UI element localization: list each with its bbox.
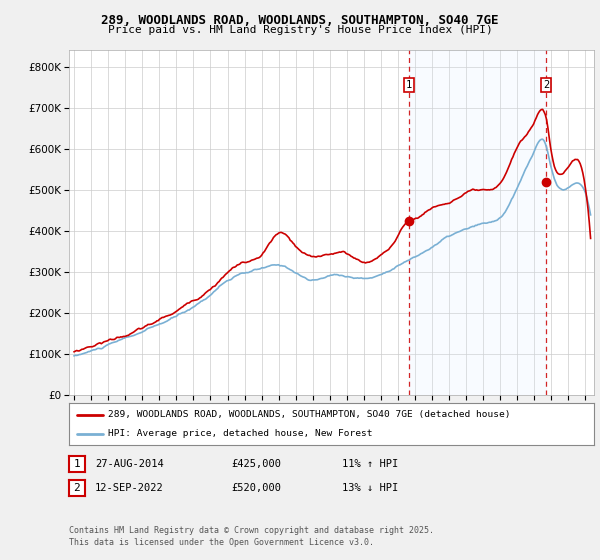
Text: Price paid vs. HM Land Registry's House Price Index (HPI): Price paid vs. HM Land Registry's House … <box>107 25 493 35</box>
Bar <box>409 50 546 395</box>
Text: 1: 1 <box>73 459 80 469</box>
Text: 11% ↑ HPI: 11% ↑ HPI <box>342 459 398 469</box>
Text: 12-SEP-2022: 12-SEP-2022 <box>95 483 164 493</box>
Text: £425,000: £425,000 <box>231 459 281 469</box>
Text: Contains HM Land Registry data © Crown copyright and database right 2025.: Contains HM Land Registry data © Crown c… <box>69 526 434 535</box>
Text: 289, WOODLANDS ROAD, WOODLANDS, SOUTHAMPTON, SO40 7GE (detached house): 289, WOODLANDS ROAD, WOODLANDS, SOUTHAMP… <box>109 410 511 419</box>
Text: HPI: Average price, detached house, New Forest: HPI: Average price, detached house, New … <box>109 430 373 438</box>
Text: 27-AUG-2014: 27-AUG-2014 <box>95 459 164 469</box>
Text: 289, WOODLANDS ROAD, WOODLANDS, SOUTHAMPTON, SO40 7GE: 289, WOODLANDS ROAD, WOODLANDS, SOUTHAMP… <box>101 14 499 27</box>
Text: £520,000: £520,000 <box>231 483 281 493</box>
Text: 13% ↓ HPI: 13% ↓ HPI <box>342 483 398 493</box>
Text: 2: 2 <box>543 80 550 90</box>
Text: This data is licensed under the Open Government Licence v3.0.: This data is licensed under the Open Gov… <box>69 538 374 547</box>
Text: 2: 2 <box>73 483 80 493</box>
Text: 1: 1 <box>406 80 412 90</box>
